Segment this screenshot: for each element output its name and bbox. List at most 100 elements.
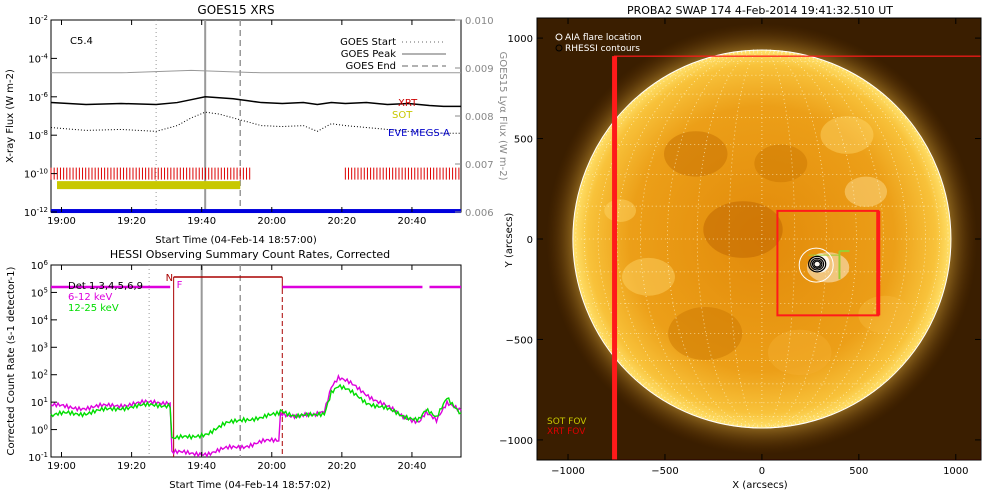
rhessi-contour	[808, 255, 827, 273]
hessi-ylabel: Corrected Count Rate (s-1 detector-1)	[6, 266, 17, 455]
goes-y-tick-label: 10-8	[28, 129, 48, 142]
solar-limb	[572, 49, 952, 429]
goes-y2-tick-label: 0.008	[465, 112, 494, 123]
curve-12-25-kev	[50, 383, 462, 441]
longitude-line	[761, 49, 927, 429]
goes-curves	[50, 69, 461, 134]
hessi-x-tick-label: 20:00	[257, 461, 286, 472]
swap-x-tick-label: 500	[849, 466, 868, 477]
goes-y-ticks: 10-12 10-10 10-8 10-6 10-4 10-2	[24, 14, 57, 219]
longitude-line	[666, 49, 762, 429]
swap-x-ticks: −1000 −500 0 500 1000	[551, 18, 969, 477]
goes-instrument-label: SOT	[392, 110, 413, 121]
hessi-title: HESSI Observing Summary Count Rates, Cor…	[110, 248, 390, 261]
swap-y-tick-label: 500	[514, 135, 533, 146]
goes-y2-tick-label: 0.007	[465, 160, 494, 171]
attenuator-label-f: F	[177, 280, 183, 291]
swap-ylabel: Y (arcsecs)	[504, 213, 515, 269]
goes-x-tick-label: 19:40	[187, 216, 216, 227]
solar-feature	[703, 201, 783, 258]
goes-instrument-coverage	[50, 167, 461, 214]
solar-feature	[858, 295, 912, 334]
rhessi-contour	[813, 260, 821, 268]
solar-feature	[663, 131, 728, 177]
hessi-legend-label: 12-25 keV	[68, 303, 119, 314]
hessi-panel: HESSI Observing Summary Count Rates, Cor…	[6, 248, 462, 491]
solar-disk	[572, 49, 951, 429]
goes-x-tick-label: 20:20	[327, 216, 356, 227]
longitude-line	[696, 49, 762, 429]
goes-x-tick-label: 20:00	[257, 216, 286, 227]
swap-title: PROBA2 SWAP 174 4-Feb-2014 19:41:32.510 …	[627, 4, 893, 17]
hessi-plot-frame	[50, 264, 462, 458]
hessi-legend-label: 6-12 keV	[68, 292, 112, 303]
solar-feature	[604, 199, 637, 222]
hessi-y-tick-label: 105	[31, 286, 48, 299]
goes-y-tick-label: 10-6	[28, 91, 48, 104]
swap-y-tick-label: −500	[506, 335, 533, 346]
swap-y-tick-label: 0	[527, 235, 533, 246]
goes-markers	[155, 20, 241, 212]
goes-legend-label: GOES Start	[340, 37, 396, 48]
hessi-y-tick-label: 104	[31, 314, 49, 327]
hessi-x-ticks: 19:00 19:20 19:40 20:00 20:20 20:40	[47, 265, 426, 472]
flare-class-label: C5.4	[70, 36, 93, 47]
xrs-long-curve	[50, 96, 461, 108]
goes-x-tick-label: 19:20	[117, 216, 146, 227]
swap-legend-label: AIA flare location	[565, 33, 642, 43]
longitude-line	[728, 49, 762, 429]
hessi-x-tick-label: 19:40	[187, 461, 216, 472]
solar-feature	[622, 257, 675, 296]
swap-fov-label: SOT FOV	[547, 417, 587, 427]
longitude-line	[761, 49, 857, 429]
goes-x-tick-label: 20:40	[398, 216, 427, 227]
hessi-y-tick-label: 100	[31, 424, 48, 437]
rhessi-contour	[810, 257, 825, 271]
hessi-curves	[50, 285, 462, 458]
longitude-line	[597, 49, 762, 429]
goes-legend-label: GOES End	[346, 61, 396, 72]
solar-feature	[754, 144, 808, 183]
goes-y2label: GOES15 Lyα Flux (W m-2)	[497, 51, 508, 180]
goes-ylabel: X-ray Flux (W m-2)	[5, 69, 16, 163]
goes-legend-label: GOES Peak	[341, 49, 396, 60]
goes-x-ticks: 19:00 19:20 19:40 20:00 20:20 20:40	[47, 20, 426, 227]
goes-y-tick-label: 10-10	[24, 168, 48, 181]
hessi-x-tick-label: 19:00	[47, 461, 76, 472]
swap-x-tick-label: 1000	[943, 466, 968, 477]
goes-instrument-label: EVE MEGS-A	[388, 128, 450, 139]
swap-y-tick-label: −1000	[499, 436, 533, 447]
hessi-markers: NF	[148, 265, 283, 457]
eve-coverage-bar	[51, 209, 461, 214]
hessi-x-tick-label: 20:40	[398, 461, 427, 472]
hessi-x-tick-label: 19:20	[117, 461, 146, 472]
swap-legend-symbol	[555, 44, 563, 52]
solar-feature	[668, 307, 743, 360]
solar-feature	[820, 116, 874, 154]
curve-6-12-kev	[50, 373, 462, 458]
rhessi-contour	[811, 259, 823, 269]
swap-xlabel: X (arcsecs)	[732, 480, 788, 491]
hessi-y-tick-label: 106	[31, 259, 49, 272]
swap-legend-label: RHESSI contours	[565, 44, 640, 54]
goes-xlabel: Start Time (04-Feb-14 18:57:00)	[155, 235, 317, 246]
attenuator-label-n: N	[166, 273, 173, 284]
longitude-line	[761, 49, 796, 429]
hessi-y-tick-label: 103	[31, 341, 48, 354]
goes-instrument-label: XRT	[398, 98, 418, 109]
swap-image	[537, 18, 981, 460]
hessi-xlabel: Start Time (04-Feb-14 18:57:02)	[169, 480, 331, 491]
hessi-legend-label: Det 1,3,4,5,6,9	[68, 281, 143, 292]
solar-feature	[767, 329, 832, 376]
goes-y-tick-label: 10-2	[28, 14, 48, 27]
goes-y2-ticks: 0.006 0.007 0.008 0.009 0.010	[455, 16, 494, 219]
goes-xrs-panel: GOES15 XRS 19:00 19:20 19:40 20:00 20:20 20:4…	[5, 3, 508, 246]
goes-y2-tick-label: 0.006	[465, 208, 494, 219]
aia-flare-location	[798, 247, 834, 283]
hessi-x-tick-label: 20:20	[327, 461, 356, 472]
